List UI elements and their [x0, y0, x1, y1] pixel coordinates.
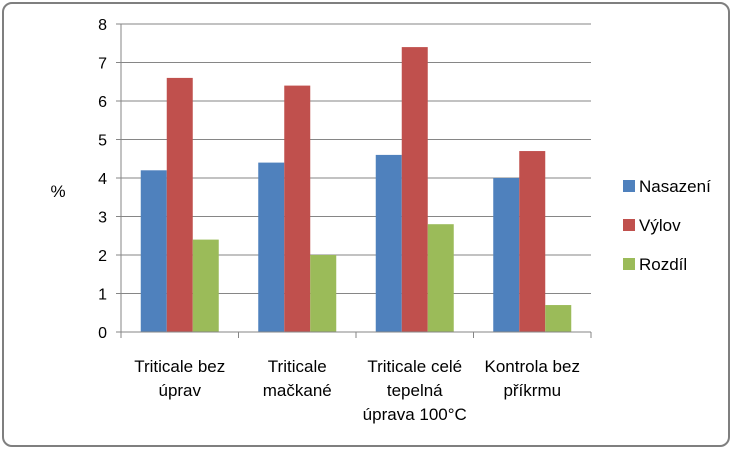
x-category-label: Triticale celé — [367, 357, 462, 376]
y-tick-label: 4 — [98, 171, 107, 188]
bar-0-0 — [140, 170, 167, 332]
bars — [140, 47, 572, 333]
x-category-label: úprav — [158, 381, 201, 400]
legend-swatch — [623, 180, 635, 192]
legend-swatch — [623, 219, 635, 231]
y-tick-label: 5 — [98, 133, 107, 150]
x-category-label: úprava 100°C — [363, 405, 467, 424]
bar-0-2 — [375, 154, 402, 332]
x-category-label: příkrmu — [503, 381, 561, 400]
legend-label: Rozdíl — [639, 255, 687, 274]
axes — [120, 24, 592, 338]
bar-1-1 — [284, 85, 311, 332]
y-axis-title: % — [50, 182, 65, 201]
y-tick-label: 6 — [98, 94, 107, 111]
legend-label: Výlov — [639, 216, 681, 235]
x-category-label: Kontrola bez — [485, 357, 580, 376]
bar-1-3 — [519, 151, 546, 332]
x-category-labels: Triticale bez úprav Triticale mačkané Tritic… — [134, 357, 580, 424]
y-tick-label: 0 — [98, 325, 107, 342]
bar-0-1 — [258, 162, 285, 332]
bar-1-0 — [166, 77, 193, 333]
y-tick-label: 2 — [98, 248, 107, 265]
legend-swatch — [623, 258, 635, 270]
y-tick-labels: 0 1 2 3 4 5 6 7 8 — [98, 17, 107, 342]
y-tick-label: 8 — [98, 17, 107, 34]
legend: Nasazení Výlov Rozdíl — [623, 177, 711, 274]
bar-2-0 — [192, 239, 219, 332]
bar-2-1 — [310, 255, 337, 332]
bar-2-3 — [545, 305, 572, 332]
bar-1-2 — [401, 47, 428, 332]
y-tick-label: 7 — [98, 56, 107, 73]
x-category-label: tepelná — [387, 381, 443, 400]
x-category-label: Triticale bez — [134, 357, 225, 376]
bar-0-3 — [493, 178, 520, 332]
legend-label: Nasazení — [639, 177, 711, 196]
x-category-label: mačkané — [263, 381, 332, 400]
y-tick-label: 3 — [98, 210, 107, 227]
bar-2-2 — [427, 224, 454, 332]
chart-frame — [2, 2, 730, 447]
x-category-label: Triticale — [268, 357, 327, 376]
y-tick-label: 1 — [98, 287, 107, 304]
